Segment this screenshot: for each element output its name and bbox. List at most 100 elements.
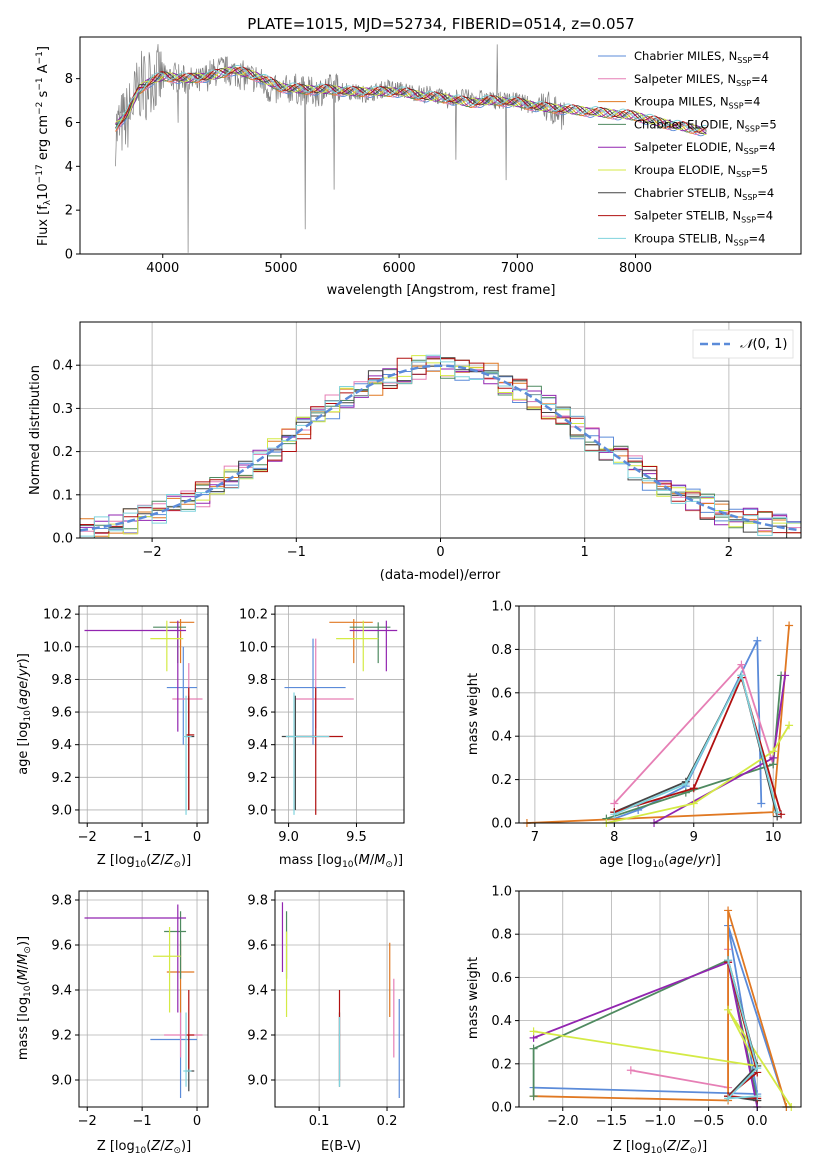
y-tick-label: 9.6 (247, 939, 268, 954)
weight-point-kroupa_elodie (689, 799, 698, 808)
spectrum-legend-label-salpeter_miles: Salpeter MILES, NSSP=4 (634, 72, 768, 88)
weight-point-kroupa_stelib (681, 779, 690, 788)
weight-vs-metallicity-plot: −2.0 −1.5 −1.0 −0.5 0.0 0.0 0.2 0.4 0.6 0.8 1.0 (491, 885, 802, 1129)
weight-vs-metallicity-y-label: mass weight (466, 957, 481, 1039)
x-tick-label: −1.0 (644, 1114, 676, 1129)
residual-histogram-kroupa_stelib (80, 354, 801, 537)
spectrum-x-tick-label: 4000 (146, 261, 179, 276)
residual-panel: −2 −1 0 1 2 0.0 0.1 0.2 0.3 0.4 (data-model)/erro… (28, 321, 802, 583)
y-tick-label: 1.0 (491, 885, 512, 900)
weight-line-kroupa_stelib (725, 959, 759, 1100)
y-tick-label: 9.8 (51, 894, 72, 909)
mass-vs-metallicity-panel: −2 −1 0 9.0 9.2 9.4 9.6 9.8 Z [log10(Z/Z⊙)] mas… (16, 890, 209, 1156)
axes-frame (518, 605, 802, 824)
residual-ticks: −2 −1 0 1 2 0.0 0.1 0.2 0.3 0.4 (52, 359, 733, 560)
mass-vs-ebv-panel: 0.1 0.2 9.0 9.2 9.4 9.6 9.8 E(B-V) (247, 890, 405, 1154)
y-tick-label: 9.8 (247, 673, 268, 688)
x-tick-label: 0.1 (309, 1114, 330, 1129)
x-tick-label: 9 (690, 830, 698, 845)
residual-legend-box (692, 329, 794, 359)
y-tick-label: 0.0 (491, 1101, 512, 1116)
spectrum-legend-label-chabrier_elodie: Chabrier ELODIE, NSSP=5 (634, 117, 777, 133)
residual-x-tick-label: 2 (725, 545, 733, 560)
y-tick-label: 9.6 (51, 706, 72, 721)
spectrum-model-line-chabrier_elodie (115, 65, 707, 133)
plot-marks (281, 902, 400, 1098)
y-tick-label: 9.0 (247, 803, 268, 818)
x-tick-label: −2 (78, 1114, 97, 1129)
x-tick-label: −1 (133, 830, 152, 845)
age-vs-metallicity-x-label: Z [log10(Z/Z⊙)] (97, 853, 191, 870)
y-tick-label: 0.0 (491, 817, 512, 832)
age-vs-metallicity-plot: −2 −1 0 9.0 9.2 9.4 9.6 9.8 10.0 10.2 (43, 605, 209, 845)
x-tick-label: 0 (193, 1114, 201, 1129)
weight-point-salpeter_miles (610, 799, 619, 808)
spectrum-legend-label-kroupa_stelib: Kroupa STELIB, NSSP=4 (634, 231, 765, 247)
weight-line-salpeter_stelib (614, 674, 782, 815)
weight-line-kroupa_elodie (533, 1009, 793, 1108)
plot-marks (522, 621, 794, 827)
y-tick-label: 10.2 (239, 608, 268, 623)
x-tick-label: −0.5 (693, 1114, 725, 1129)
y-tick-label: 0.2 (491, 1057, 512, 1072)
spectrum-y-tick-label: 2 (65, 204, 73, 219)
y-tick-label: 9.4 (51, 984, 72, 999)
weight-point-kroupa_stelib (737, 671, 746, 680)
weight-point-chabrier_elodie (529, 1092, 538, 1101)
weight-point-kroupa_stelib (753, 1064, 762, 1073)
weight-vs-metallicity-panel: −2.0 −1.5 −1.0 −0.5 0.0 0.0 0.2 0.4 0.6 0.8 1.0 Z … (466, 885, 802, 1156)
weight-point-kroupa_stelib (610, 810, 619, 819)
axes-frame (78, 605, 209, 824)
residual-x-axis-label: (data-model)/error (380, 568, 501, 583)
spectrum-legend-label-chabrier_miles: Chabrier MILES, NSSP=4 (634, 49, 769, 65)
x-tick-label: 9.5 (346, 830, 367, 845)
y-tick-label: 10.0 (239, 640, 268, 655)
spectrum-y-tick-label: 0 (65, 248, 73, 263)
plot-marks (84, 904, 203, 1098)
axes-frame (78, 890, 209, 1108)
y-tick-label: 9.2 (247, 1029, 268, 1044)
residual-gaussian-curve (79, 364, 802, 532)
spectrum-x-axis-label: wavelength [Angstrom, rest frame] (327, 283, 556, 298)
residual-x-tick-label: −2 (143, 545, 162, 560)
weight-point-chabrier_miles (753, 636, 762, 645)
y-tick-label: 1.0 (491, 600, 512, 615)
residual-y-tick-label: 0.0 (52, 532, 73, 547)
x-tick-label: 0.0 (747, 1114, 768, 1129)
weight-point-chabrier_miles (757, 799, 766, 808)
y-tick-label: 0.4 (491, 1014, 512, 1029)
y-tick-label: 9.6 (247, 706, 268, 721)
spectrum-legend: Chabrier MILES, NSSP=4 Salpeter MILES, NS… (598, 49, 777, 247)
mass-vs-metallicity-x-label: Z [log10(Z/Z⊙)] (97, 1139, 191, 1156)
y-tick-label: 9.2 (51, 771, 72, 786)
x-tick-label: 10 (765, 830, 782, 845)
figure-title: PLATE=1015, MJD=52734, FIBERID=0514, z=0… (247, 15, 634, 33)
weight-point-kroupa_stelib (724, 1094, 733, 1103)
y-tick-label: 0.8 (491, 643, 512, 658)
spectrum-y-tick-label: 6 (65, 116, 73, 131)
residual-y-tick-label: 0.2 (52, 445, 73, 460)
weight-line-kroupa_stelib (613, 672, 779, 816)
mass-vs-metallicity-y-label: mass [log10(M/M⊙)] (16, 936, 33, 1060)
weight-point-kroupa_stelib (753, 1092, 762, 1101)
axes-frame (274, 605, 405, 824)
weight-vs-metallicity-x-label: Z [log10(Z/Z⊙)] (613, 1139, 707, 1156)
residual-x-tick-label: −1 (287, 545, 306, 560)
x-tick-label: −1 (133, 1114, 152, 1129)
age-vs-mass-x-label: mass [log10(M/M⊙)] (279, 853, 403, 870)
plot-marks (84, 619, 203, 815)
weight-vs-age-panel: 7 8 9 10 0.0 0.2 0.4 0.6 0.8 1.0 age [log10(age/y… (466, 600, 802, 870)
spectrum-x-tick-label: 5000 (264, 261, 297, 276)
y-tick-label: 9.8 (51, 673, 72, 688)
spectrum-legend-label-salpeter_elodie: Salpeter ELODIE, NSSP=4 (634, 140, 776, 156)
weight-point-kroupa_elodie (529, 1027, 538, 1036)
y-tick-label: 0.6 (491, 686, 512, 701)
spectrum-legend-label-chabrier_stelib: Chabrier STELIB, NSSP=4 (634, 186, 774, 202)
weight-point-salpeter_stelib (689, 784, 698, 793)
weight-point-kroupa_stelib (773, 808, 782, 817)
weight-point-salpeter_elodie (781, 671, 790, 680)
weight-vs-age-plot: 7 8 9 10 0.0 0.2 0.4 0.6 0.8 1.0 (491, 600, 802, 845)
spectrum-model-layer (115, 65, 707, 137)
y-tick-label: 10.2 (43, 608, 72, 623)
